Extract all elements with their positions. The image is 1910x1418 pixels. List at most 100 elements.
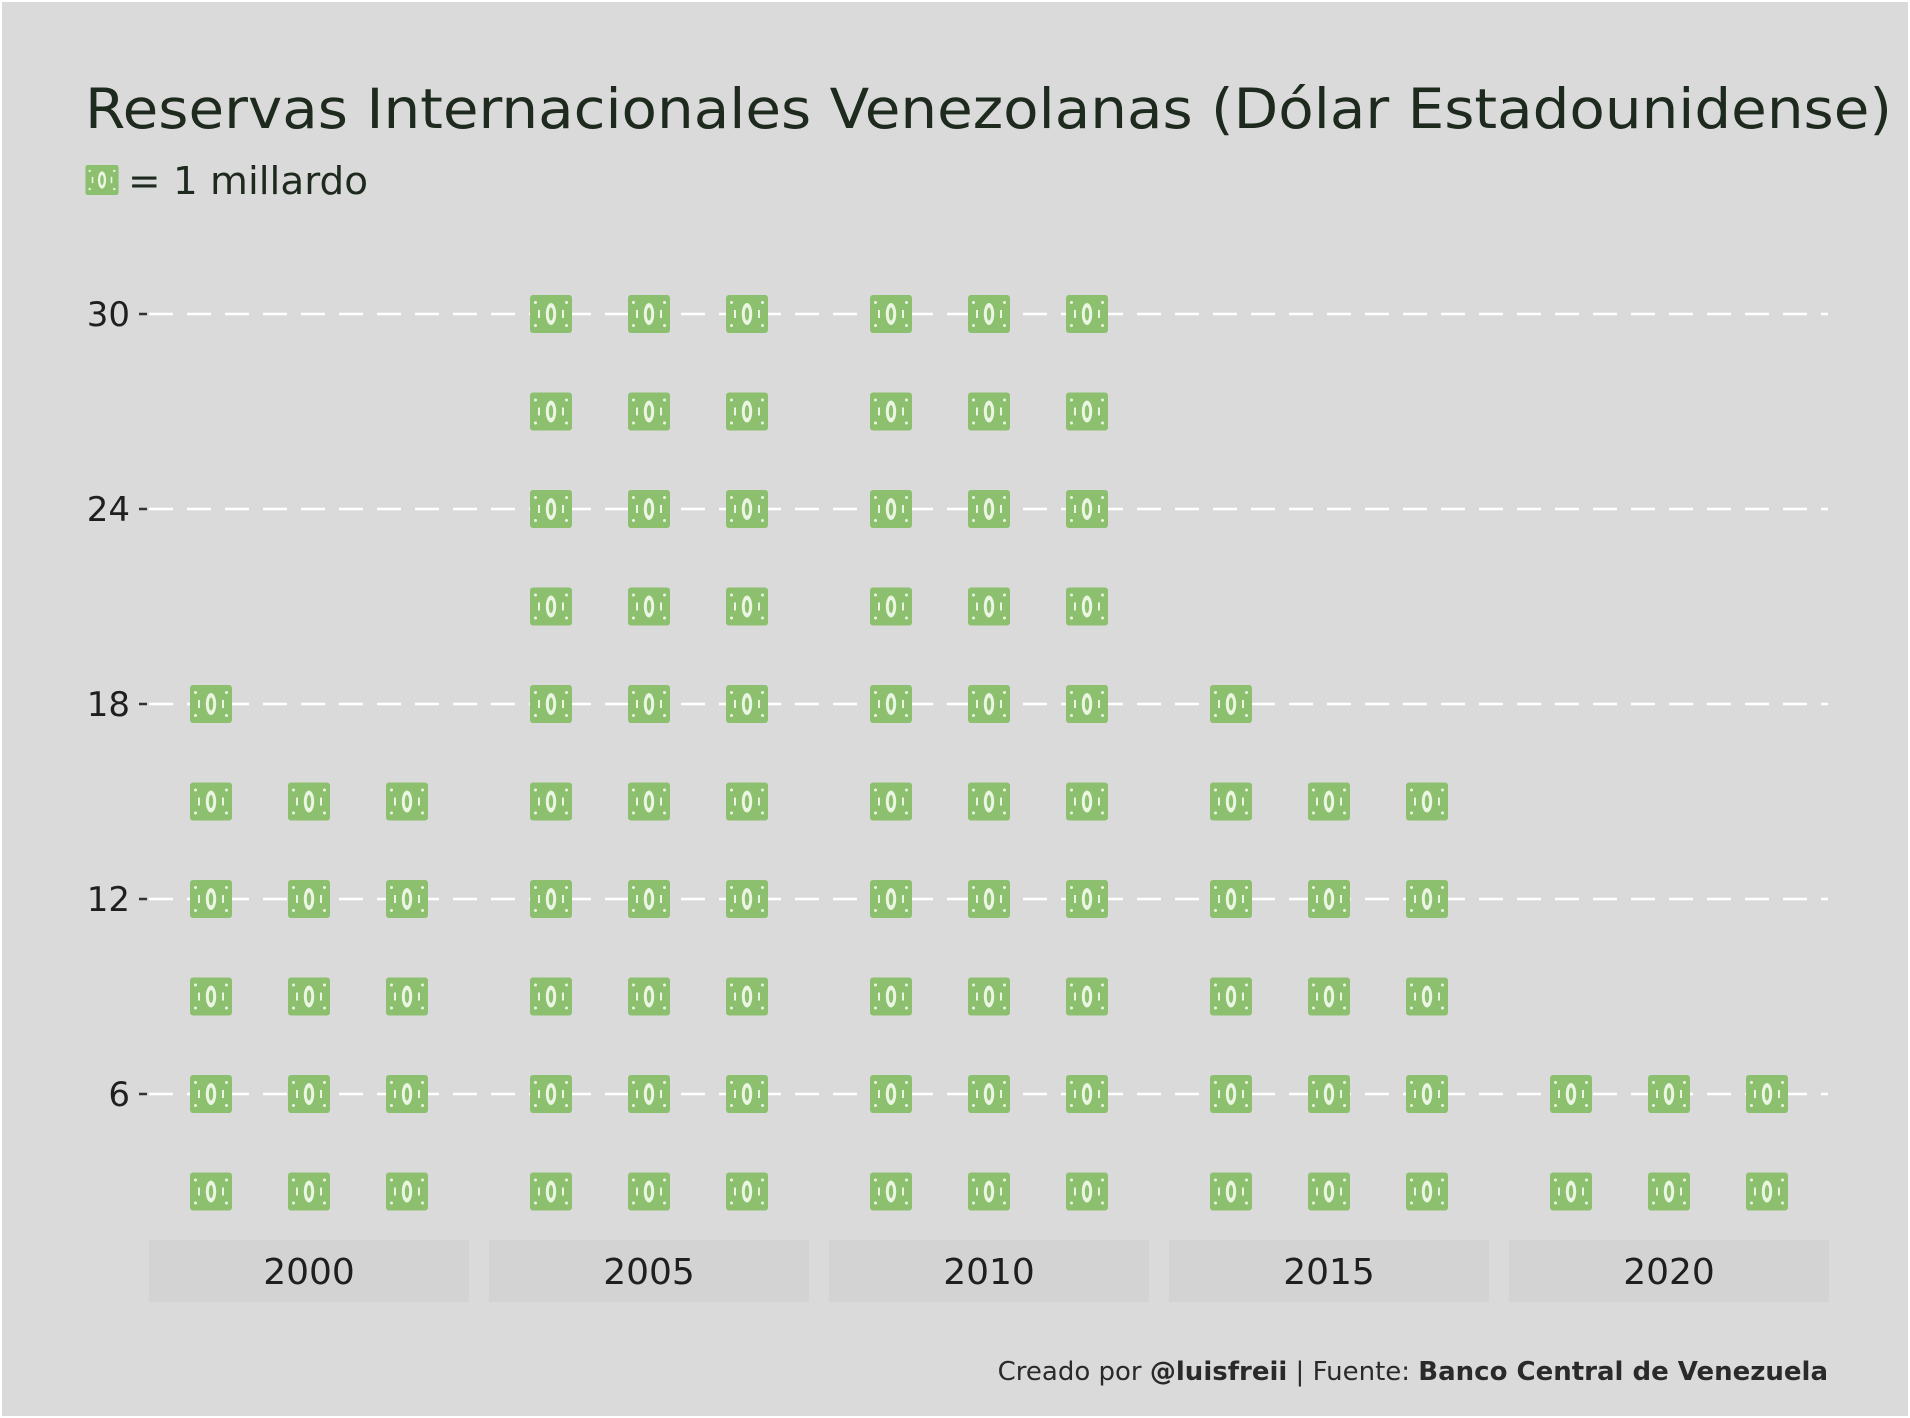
- banknote-icon: [1308, 1075, 1350, 1113]
- banknote-icon: [1308, 782, 1350, 821]
- panel-strip-label: 2005: [603, 1252, 695, 1293]
- banknote-icon: [386, 977, 428, 1016]
- banknote-icon: [870, 392, 912, 431]
- banknote-icon: [288, 1172, 330, 1211]
- banknote-icon: [870, 1075, 912, 1113]
- banknote-icon: [386, 1172, 428, 1211]
- banknote-icon: [190, 1075, 232, 1113]
- caption-author: @luisfreii: [1150, 1357, 1287, 1387]
- banknote-icon: [530, 295, 572, 333]
- banknote-icon: [726, 1172, 768, 1211]
- banknote-icon: [530, 977, 572, 1016]
- y-tick-label: 6: [108, 1075, 130, 1115]
- chart-title: Reservas Internacionales Venezolanas (Dó…: [85, 77, 1892, 141]
- banknote-icon: [726, 782, 768, 821]
- banknote-icon: [1648, 1172, 1690, 1211]
- panel-2010: 2010: [829, 295, 1149, 1302]
- banknote-icon: [1210, 1075, 1252, 1113]
- banknote-icon: [628, 782, 670, 821]
- banknote-icon: [1066, 392, 1108, 431]
- banknote-icon: [1066, 685, 1108, 723]
- banknote-icon: [530, 880, 572, 918]
- panel-2015: 2015: [1169, 685, 1489, 1302]
- banknote-icon: [1066, 1075, 1108, 1113]
- banknote-icon: [726, 977, 768, 1016]
- banknote-icon: [870, 977, 912, 1016]
- banknote-icon: [1308, 1172, 1350, 1211]
- banknote-icon: [190, 1172, 232, 1211]
- panel-strip-label: 2010: [943, 1252, 1035, 1293]
- banknote-icon: [968, 1172, 1010, 1211]
- banknote-icon: [870, 1172, 912, 1211]
- legend-label: = 1 millardo: [128, 159, 368, 203]
- banknote-icon: [190, 977, 232, 1016]
- banknote-icon: [530, 587, 572, 626]
- banknote-icon: [288, 880, 330, 918]
- banknote-icon: [968, 685, 1010, 723]
- banknote-icon: [1550, 1172, 1592, 1211]
- banknote-icon: [1406, 1172, 1448, 1211]
- banknote-icon: [1066, 880, 1108, 918]
- banknote-icon: [968, 782, 1010, 821]
- banknote-icon: [386, 782, 428, 821]
- banknote-icon: [386, 1075, 428, 1113]
- banknote-icon: [1746, 1172, 1788, 1211]
- banknote-icon: [968, 295, 1010, 333]
- banknote-icon: [870, 295, 912, 333]
- banknote-icon: [1210, 782, 1252, 821]
- y-tick-label: 18: [87, 685, 130, 725]
- banknote-icon: [726, 490, 768, 528]
- banknote-icon: [1746, 1075, 1788, 1113]
- banknote-icon: [1066, 295, 1108, 333]
- banknote-icon: [628, 1172, 670, 1211]
- banknote-icon: [1210, 685, 1252, 723]
- banknote-icon: [968, 392, 1010, 431]
- banknote-icon: [628, 490, 670, 528]
- banknote-icon: [190, 685, 232, 723]
- caption-middle: | Fuente:: [1287, 1357, 1418, 1387]
- banknote-icon: [1066, 977, 1108, 1016]
- banknote-icon: [530, 392, 572, 431]
- panel-strip-label: 2000: [263, 1252, 355, 1293]
- banknote-icon: [726, 295, 768, 333]
- caption-source: Banco Central de Venezuela: [1418, 1357, 1828, 1387]
- panel-strip-label: 2020: [1623, 1252, 1715, 1293]
- y-tick-label: 24: [87, 490, 130, 530]
- banknote-icon: [1066, 490, 1108, 528]
- banknote-icon: [288, 977, 330, 1016]
- banknote-icon: [628, 392, 670, 431]
- banknote-icon: [1066, 587, 1108, 626]
- banknote-icon: [386, 880, 428, 918]
- banknote-icon: [870, 587, 912, 626]
- caption: Creado por @luisfreii | Fuente: Banco Ce…: [998, 1357, 1828, 1387]
- banknote-icon: [1066, 782, 1108, 821]
- banknote-icon: [530, 782, 572, 821]
- y-axis: 6 12 18 24 30: [87, 295, 147, 1115]
- banknote-icon: [1406, 782, 1448, 821]
- banknote-icon: [870, 490, 912, 528]
- panel-2020: 2020: [1509, 1075, 1829, 1302]
- banknote-icon: [726, 880, 768, 918]
- banknote-icon: [288, 782, 330, 821]
- banknote-icon: [530, 1172, 572, 1211]
- panel-strip: [489, 1240, 809, 1302]
- banknote-icon: [628, 587, 670, 626]
- banknote-icon: [968, 977, 1010, 1016]
- banknote-icon: [968, 587, 1010, 626]
- panel-2005: 2005: [489, 295, 809, 1302]
- legend-banknote-icon: [85, 165, 119, 195]
- panel-strip: [829, 1240, 1149, 1302]
- banknote-icon: [628, 1075, 670, 1113]
- banknote-icon: [1648, 1075, 1690, 1113]
- panel-strip: [1509, 1240, 1829, 1302]
- banknote-icon: [1210, 977, 1252, 1016]
- banknote-icon: [1406, 977, 1448, 1016]
- y-tick-label: 12: [87, 880, 130, 920]
- banknote-icon: [968, 490, 1010, 528]
- caption-prefix: Creado por: [998, 1357, 1150, 1387]
- panel-2000: 2000: [149, 685, 469, 1302]
- banknote-icon: [1066, 1172, 1108, 1211]
- banknote-icon: [530, 490, 572, 528]
